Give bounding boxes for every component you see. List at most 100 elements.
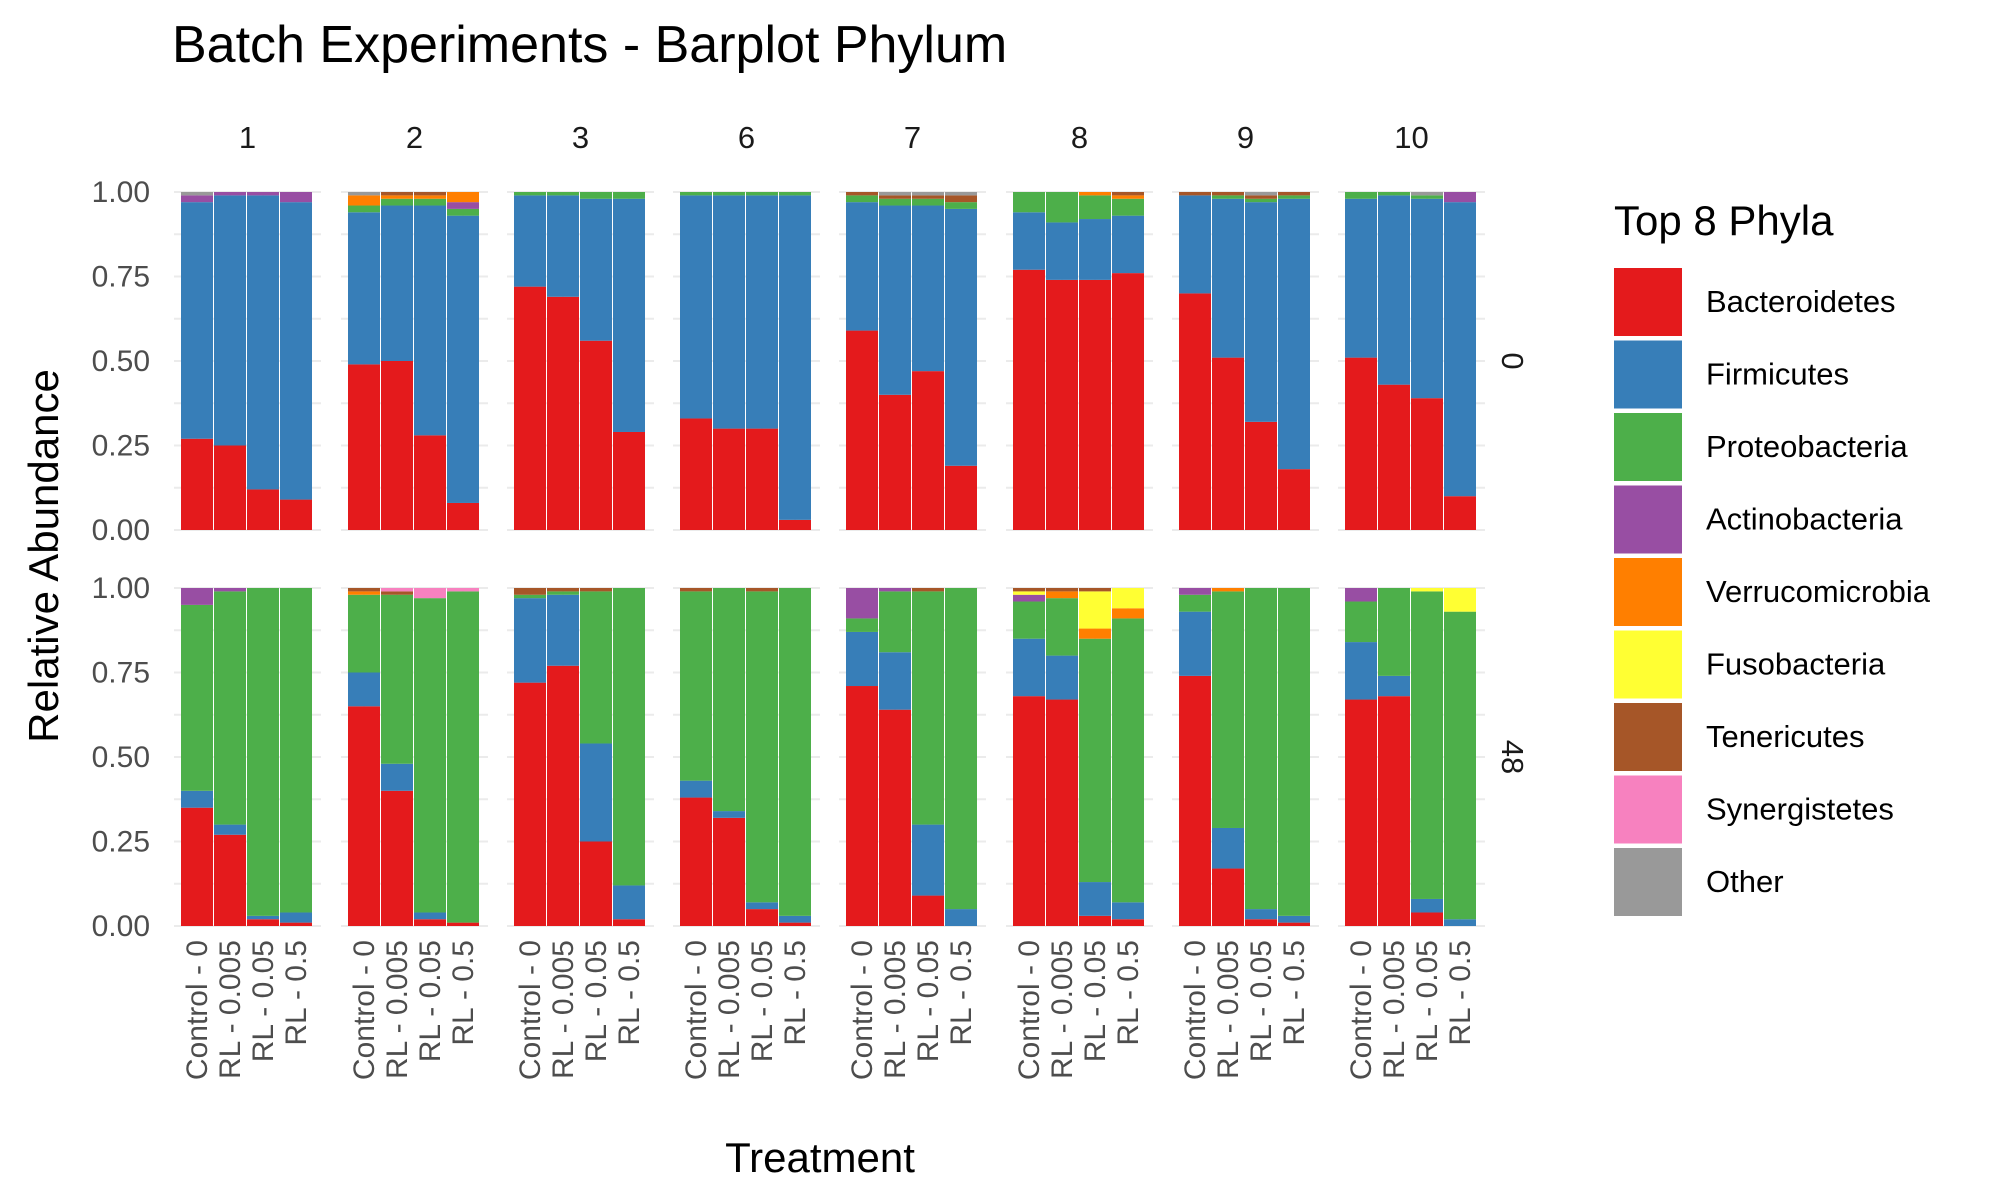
- bar-segment-bacteroidetes: [1112, 919, 1144, 926]
- bar-segment-bacteroidetes: [381, 790, 413, 926]
- legend-title: Top 8 Phyla: [1614, 197, 1834, 244]
- y-tick-label: 0.00: [92, 910, 150, 943]
- bar-segment-verrucomicrobia: [348, 591, 380, 595]
- x-tick-label: RL - 0.005: [214, 940, 247, 1079]
- bar-segment-tenericutes: [580, 588, 612, 592]
- bar-segment-firmicutes: [713, 195, 745, 429]
- bar-segment-other: [348, 192, 380, 196]
- bar-segment-bacteroidetes: [1212, 357, 1244, 530]
- bar-segment-proteobacteria: [580, 192, 612, 199]
- bar-segment-synergistetes: [447, 588, 479, 592]
- bar-segment-firmicutes: [414, 912, 446, 920]
- bar-segment-tenericutes: [381, 192, 413, 196]
- bar-segment-firmicutes: [348, 672, 380, 707]
- bar-segment-bacteroidetes: [1079, 279, 1111, 530]
- bar-segment-proteobacteria: [514, 594, 546, 599]
- bar-segment-proteobacteria: [381, 594, 413, 764]
- x-tick-label: RL - 0.05: [1245, 940, 1278, 1062]
- x-tick-label: RL - 0.05: [414, 940, 447, 1062]
- bar-segment-firmicutes: [1444, 202, 1476, 497]
- bar-segment-firmicutes: [1079, 882, 1111, 916]
- x-tick-label: Control - 0: [1179, 940, 1212, 1080]
- bar-segment-fusobacteria: [1444, 588, 1476, 612]
- bar-segment-bacteroidetes: [1411, 912, 1443, 926]
- legend-label: Firmicutes: [1706, 357, 1849, 392]
- x-tick-label: RL - 0.005: [381, 940, 414, 1079]
- bar-segment-bacteroidetes: [1046, 279, 1078, 530]
- x-axis-title: Treatment: [725, 1134, 915, 1181]
- bar-segment-bacteroidetes: [348, 706, 380, 926]
- x-tick-label: RL - 0.5: [1112, 940, 1145, 1046]
- bar-segment-firmicutes: [1378, 675, 1410, 697]
- bar-segment-firmicutes: [1245, 909, 1277, 920]
- bar-segment-bacteroidetes: [1378, 384, 1410, 530]
- bar-segment-firmicutes: [1278, 915, 1310, 923]
- x-tick-label: Control - 0: [514, 940, 547, 1080]
- bar-segment-bacteroidetes: [680, 418, 712, 530]
- bar-segment-bacteroidetes: [214, 834, 246, 926]
- bar-segment-tenericutes: [547, 588, 579, 592]
- bar-segment-bacteroidetes: [181, 438, 213, 530]
- y-tick-label: 0.75: [92, 261, 150, 294]
- x-tick-label: Control - 0: [181, 940, 214, 1080]
- bar-segment-proteobacteria: [613, 588, 645, 886]
- x-tick-label: RL - 0.005: [1212, 940, 1245, 1079]
- bar-segment-bacteroidetes: [713, 428, 745, 530]
- bar-segment-firmicutes: [514, 598, 546, 683]
- bar-segment-bacteroidetes: [1212, 868, 1244, 926]
- bar-segment-tenericutes: [1179, 192, 1211, 196]
- facet-strip-label: 1: [239, 120, 256, 155]
- legend-swatch-other: [1614, 848, 1682, 916]
- bar-segment-bacteroidetes: [1378, 696, 1410, 926]
- bar-segment-proteobacteria: [181, 604, 213, 791]
- bar-segment-bacteroidetes: [1013, 696, 1045, 926]
- legend-swatch-proteobacteria: [1614, 413, 1682, 481]
- bar-segment-proteobacteria: [1378, 588, 1410, 676]
- legend-label: Synergistetes: [1706, 792, 1894, 827]
- bar-segment-tenericutes: [912, 195, 944, 199]
- bar-segment-proteobacteria: [846, 618, 878, 632]
- bar-segment-bacteroidetes: [547, 665, 579, 926]
- bar-segment-firmicutes: [580, 198, 612, 341]
- bar-segment-proteobacteria: [779, 192, 811, 196]
- bar-segment-bacteroidetes: [846, 686, 878, 926]
- bar-segment-firmicutes: [1345, 642, 1377, 700]
- y-axis-title: Relative Abundance: [20, 369, 67, 743]
- bar-segment-proteobacteria: [1212, 591, 1244, 828]
- bar-segment-proteobacteria: [447, 591, 479, 923]
- bar-segment-firmicutes: [580, 743, 612, 842]
- legend-swatch-synergistetes: [1614, 775, 1682, 844]
- bar-segment-proteobacteria: [1245, 198, 1277, 203]
- bar-segment-bacteroidetes: [1411, 398, 1443, 530]
- bar-segment-proteobacteria: [879, 198, 911, 206]
- bar-segment-bacteroidetes: [1179, 675, 1211, 926]
- y-tick-label: 0.50: [92, 741, 150, 774]
- bar-segment-firmicutes: [1046, 222, 1078, 280]
- bar-segment-proteobacteria: [447, 208, 479, 216]
- bar-segment-firmicutes: [181, 790, 213, 808]
- bar-segment-proteobacteria: [846, 195, 878, 203]
- x-tick-label: RL - 0.5: [280, 940, 313, 1046]
- bar-segment-actinobacteria: [181, 195, 213, 203]
- bar-segment-bacteroidetes: [414, 435, 446, 530]
- bar-segment-firmicutes: [713, 811, 745, 818]
- x-tick-label: RL - 0.05: [247, 940, 280, 1062]
- bar-segment-proteobacteria: [746, 192, 778, 196]
- bar-segment-firmicutes: [680, 195, 712, 419]
- bar-segment-bacteroidetes: [1013, 269, 1045, 530]
- bar-segment-verrucomicrobia: [381, 195, 413, 199]
- x-tick-label: RL - 0.05: [1079, 940, 1112, 1062]
- bar-segment-proteobacteria: [1411, 591, 1443, 899]
- bar-segment-bacteroidetes: [779, 922, 811, 926]
- bar-segment-bacteroidetes: [1278, 469, 1310, 530]
- bar-segment-other: [1411, 192, 1443, 196]
- bar-segment-proteobacteria: [214, 591, 246, 825]
- bar-segment-actinobacteria: [846, 588, 878, 619]
- legend-label: Other: [1706, 864, 1784, 899]
- bar-segment-proteobacteria: [1278, 588, 1310, 916]
- bar-segment-firmicutes: [1046, 655, 1078, 700]
- bar-segment-firmicutes: [1444, 919, 1476, 926]
- bar-segment-proteobacteria: [580, 591, 612, 744]
- x-tick-label: RL - 0.5: [779, 940, 812, 1046]
- bar-segment-actinobacteria: [1444, 192, 1476, 203]
